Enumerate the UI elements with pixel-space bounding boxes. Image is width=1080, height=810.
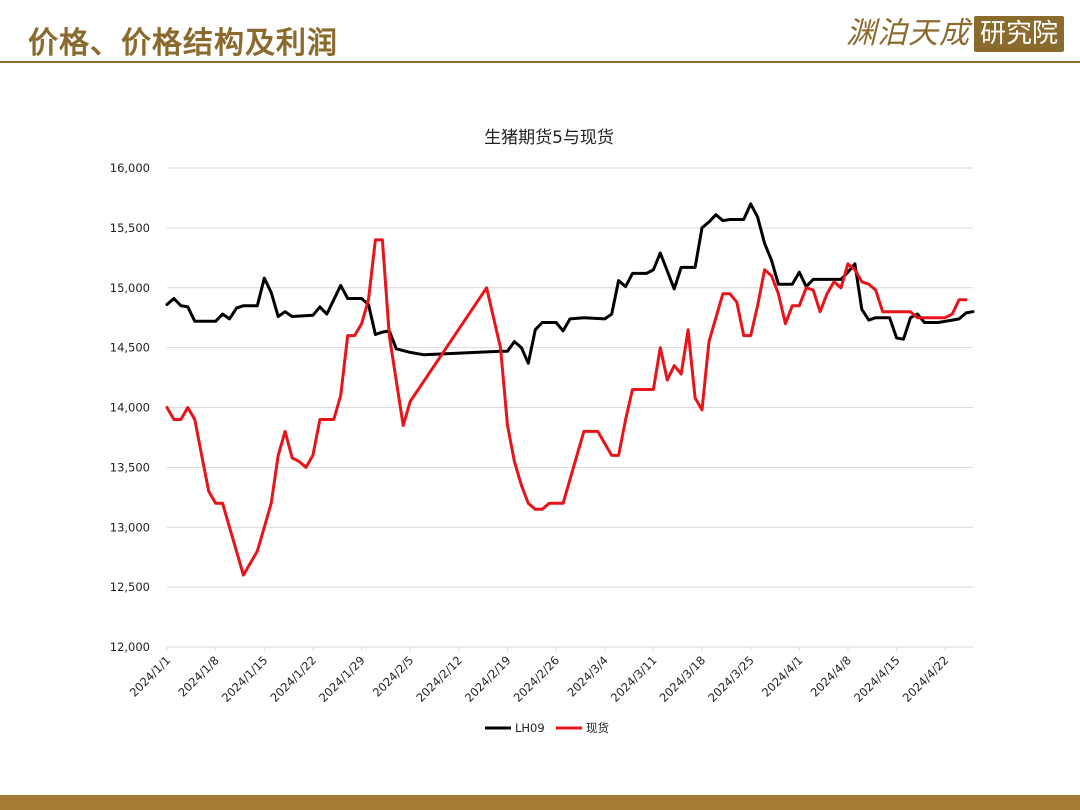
legend: LH09 现货	[485, 721, 609, 735]
brand-logo: 渊泊天成 研究院	[846, 14, 1065, 54]
x-tick-label: 2024/1/22	[267, 653, 319, 705]
x-tick-label: 2024/4/22	[900, 653, 952, 705]
page-header: 价格、价格结构及利润 渊泊天成 研究院	[0, 0, 1080, 66]
logo-seal: 研究院	[974, 16, 1065, 52]
y-tick-label: 12,000	[110, 640, 150, 654]
line-chart: 生猪期货5与现货 12,00012,50013,00013,50014,0001…	[110, 128, 975, 735]
y-axis: 12,000 12,500 13,000 13,500 14,000 14,500 15,0…	[110, 161, 150, 654]
x-axis: 2024/1/1 2024/1/82024/1/152024/1/222024/1…	[127, 646, 973, 705]
chart-title: 生猪期货5与现货	[484, 128, 614, 148]
legend-label: 现货	[586, 721, 609, 735]
x-tick-label: 2024/3/18	[657, 653, 709, 705]
legend-label: LH09	[515, 721, 545, 735]
x-tick-label: 2024/1/29	[316, 653, 368, 705]
x-tick-label: 2024/4/1	[759, 653, 805, 699]
y-tick-label: 12,500	[110, 580, 150, 594]
x-tick-label: 2024/3/11	[608, 653, 660, 705]
y-tick-label: 14,500	[110, 341, 150, 355]
x-tick-label: 2024/4/8	[808, 653, 854, 699]
x-tick-label: 2024/1/1	[127, 653, 173, 699]
x-tick-label: 2024/2/12	[413, 653, 465, 705]
logo-text: 渊泊天成	[846, 16, 970, 51]
series-lines	[165, 202, 975, 577]
x-tick-label: 2024/3/4	[564, 653, 610, 699]
gridlines	[167, 167, 973, 648]
x-tick-label: 2024/2/19	[462, 653, 514, 705]
series-line-spot	[165, 238, 968, 577]
series-line-lh09	[165, 202, 975, 365]
y-tick-label: 13,500	[110, 460, 150, 474]
x-tick-label: 2024/2/5	[370, 653, 416, 699]
y-tick-label: 13,000	[110, 520, 150, 534]
header-divider	[0, 61, 1080, 63]
y-tick-label: 16,000	[110, 161, 150, 175]
page-title: 价格、价格结构及利润	[28, 26, 338, 61]
y-tick-label: 15,500	[110, 221, 150, 235]
footer-bar	[0, 795, 1080, 810]
x-tick-label: 2024/1/15	[219, 653, 271, 705]
x-tick-label: 2024/1/8	[175, 653, 221, 699]
y-tick-label: 14,000	[110, 401, 150, 415]
x-tick-label: 2024/3/25	[705, 653, 757, 705]
y-tick-label: 15,000	[110, 281, 150, 295]
x-tick-label: 2024/2/26	[511, 653, 563, 705]
x-tick-label: 2024/4/15	[851, 653, 903, 705]
